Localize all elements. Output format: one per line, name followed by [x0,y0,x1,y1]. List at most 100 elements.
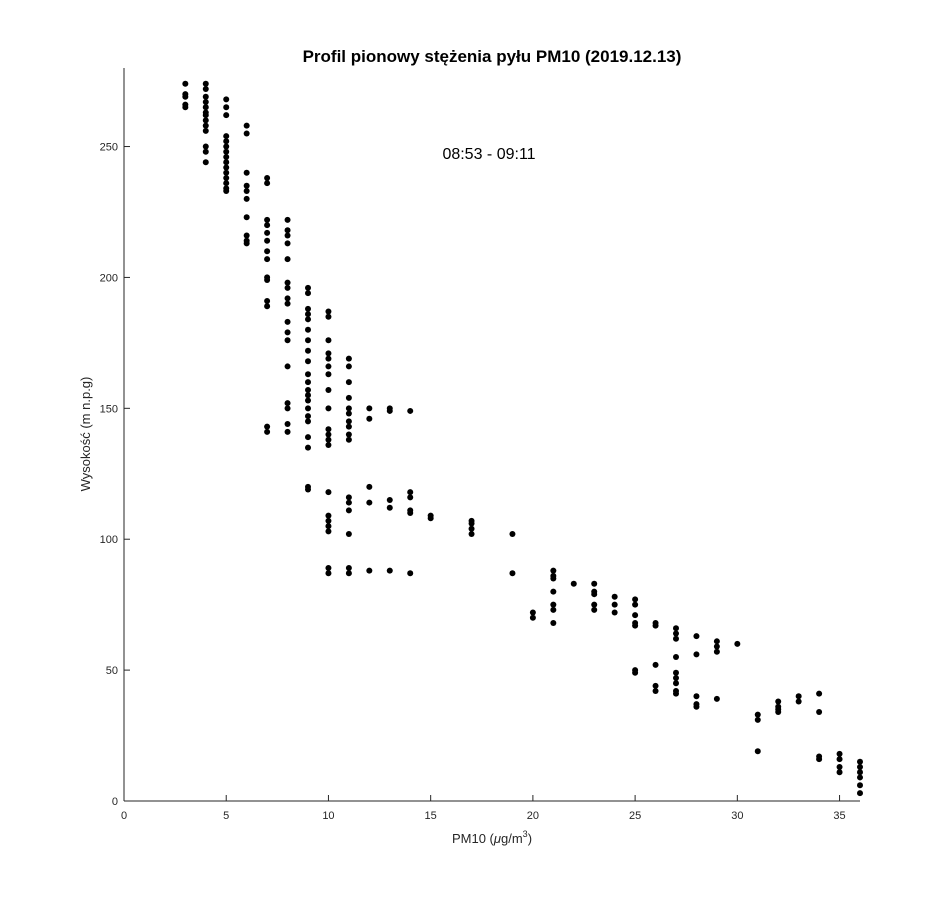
data-point [284,428,291,435]
data-point [305,379,311,386]
x-axis-label-unit: g/m [501,831,523,846]
data-point [325,489,332,496]
data-point [836,756,843,763]
data-point [325,570,332,577]
x-tick-label: 5 [223,810,229,822]
data-point [345,565,352,572]
data-point [407,489,414,496]
data-point [202,99,209,106]
data-point [795,698,802,705]
data-point [407,407,414,414]
data-point [713,648,720,655]
data-point [325,363,332,370]
data-point [754,716,761,723]
data-point [223,148,230,155]
data-point [325,313,332,320]
x-tick-label: 35 [833,810,845,822]
data-point [345,436,352,443]
data-point [550,575,557,582]
data-point [305,405,311,412]
data-point [325,512,332,519]
data-point [243,240,250,247]
data-point [202,143,209,150]
data-point [345,355,352,362]
data-point [345,379,352,386]
data-point [345,405,352,412]
data-point [284,232,291,239]
data-point [345,418,352,425]
data-point [570,580,577,587]
data-point [775,698,782,705]
data-point [264,256,271,263]
data-point [243,182,250,189]
data-point [223,143,230,150]
data-point [243,188,250,195]
data-point [345,507,352,514]
data-point [345,410,352,417]
data-point [366,499,373,506]
data-point [550,601,557,608]
data-point [345,499,352,506]
x-tick-label: 0 [121,810,127,822]
data-point [754,748,761,755]
data-point [325,431,332,438]
data-point [673,669,679,676]
data-point [345,570,352,577]
x-axis-label-sup: 3 [523,829,528,839]
data-point [673,680,679,687]
data-point [386,496,393,503]
data-point [345,431,352,438]
data-point [284,295,291,302]
data-point [550,567,557,574]
data-point [468,525,475,532]
data-point [386,504,393,511]
data-point [202,148,209,155]
data-point [550,606,557,613]
y-axis-ticks: 0 50 100 150 200 250 [100,142,130,808]
data-point [243,195,250,202]
data-point [182,93,189,100]
data-point [673,654,679,661]
x-axis-label-close: ) [528,831,532,846]
y-tick-label: 150 [100,403,118,415]
data-point [652,682,659,689]
x-axis-label-mu: μ [493,831,501,846]
data-point [202,112,209,119]
data-point [284,284,291,291]
x-tick-label: 20 [527,810,539,822]
data-point [284,405,291,412]
data-point [325,517,332,524]
data-point [305,358,311,365]
data-point [325,350,332,357]
data-point [775,708,782,715]
data-point [632,622,639,629]
x-axis-ticks: 0 5 10 15 20 25 30 35 [121,795,846,822]
data-point [264,423,271,430]
data-point [325,523,332,530]
data-point [366,567,373,574]
data-point [284,363,291,370]
data-point [345,363,352,370]
data-point [305,290,311,297]
data-point [284,337,291,344]
data-point [305,397,311,404]
data-point [305,392,311,399]
x-axis-label: PM10 (μg/m3) [452,829,532,846]
data-point [223,104,230,111]
data-point [713,638,720,645]
data-point [325,565,332,572]
data-point [202,104,209,111]
y-tick-label: 50 [106,665,118,677]
data-point [325,436,332,443]
data-point [264,222,271,229]
data-point [366,483,373,490]
data-point [264,237,271,244]
data-point [223,138,230,145]
data-point [223,188,230,195]
y-tick-label: 200 [100,272,118,284]
data-point [550,619,557,626]
data-point [264,297,271,304]
data-point [366,405,373,412]
data-point [509,530,516,537]
data-point [202,122,209,129]
